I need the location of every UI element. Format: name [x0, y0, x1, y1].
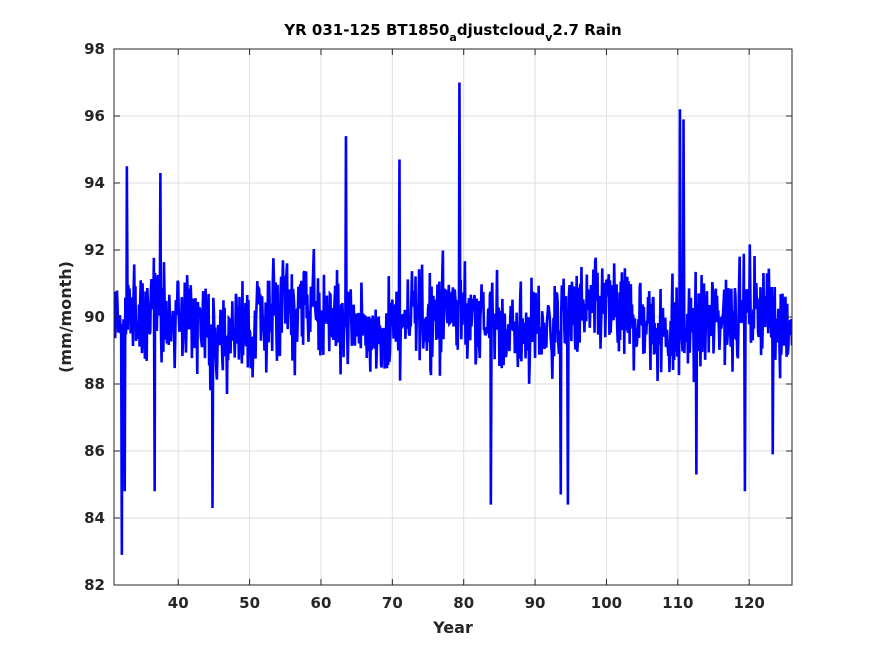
series-line	[114, 82, 792, 555]
y-tick-label: 96	[84, 107, 105, 125]
x-tick-label: 60	[311, 594, 332, 612]
plot-content	[114, 82, 792, 555]
y-tick-labels: 82 84 86 88 90 92 94 96 98	[84, 40, 105, 594]
y-tick-label: 94	[84, 174, 105, 192]
x-tick-label: 100	[591, 594, 622, 612]
y-axis-label: (mm/month)	[56, 261, 75, 373]
x-axis-label: Year	[432, 618, 473, 637]
y-tick-label: 86	[84, 442, 105, 460]
x-tick-label: 70	[382, 594, 403, 612]
axis-ticks	[114, 48, 792, 586]
x-tick-label: 80	[453, 594, 474, 612]
x-tick-label: 120	[734, 594, 765, 612]
x-tick-label: 90	[525, 594, 546, 612]
y-tick-label: 90	[84, 308, 105, 326]
y-tick-label: 98	[84, 40, 105, 58]
title-part-1: YR 031-125 BT1850	[283, 21, 449, 39]
x-tick-label: 50	[239, 594, 260, 612]
y-tick-label: 88	[84, 375, 105, 393]
chart-title: YR 031-125 BT1850adjustcloudv2.7 Rain	[283, 21, 621, 44]
x-tick-label: 40	[168, 594, 189, 612]
y-tick-label: 92	[84, 241, 105, 259]
title-subscript-a: a	[449, 31, 456, 44]
title-subscript-v: v	[545, 31, 553, 44]
x-tick-labels: 40 50 60 70 80 90 100 110 120	[168, 594, 765, 612]
title-part-2: djustcloud	[457, 21, 545, 39]
x-tick-label: 110	[662, 594, 693, 612]
title-part-3: 2.7 Rain	[552, 21, 621, 39]
y-tick-label: 84	[84, 509, 105, 527]
y-tick-label: 82	[84, 576, 105, 594]
